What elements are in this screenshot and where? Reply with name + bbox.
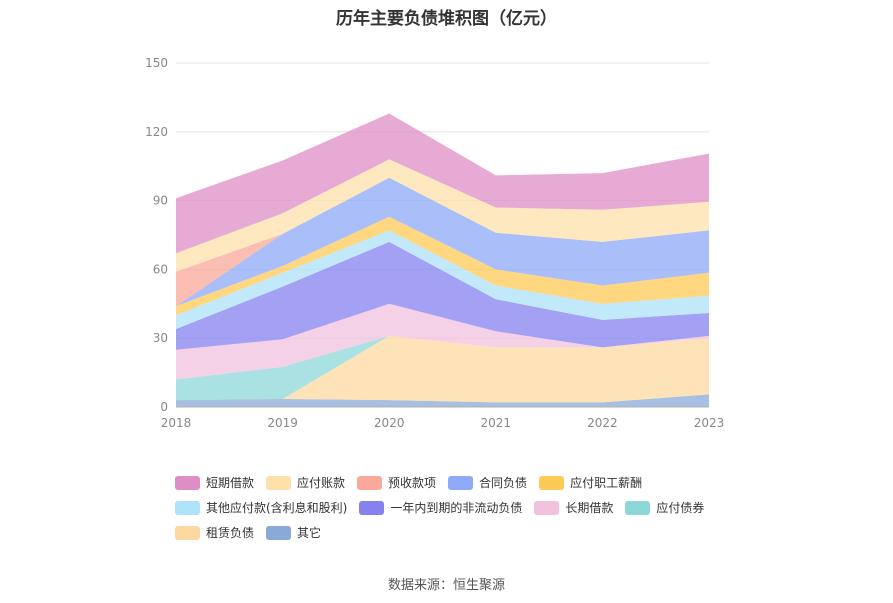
legend-swatch — [448, 475, 474, 490]
legend-item[interactable]: 短期借款 — [175, 474, 254, 491]
area-series[interactable] — [176, 241, 709, 350]
legend-label: 应付债券 — [656, 501, 705, 515]
y-tick-label: 0 — [160, 400, 168, 414]
legend-swatch — [359, 500, 385, 515]
area-series[interactable] — [176, 230, 709, 329]
area-series[interactable] — [176, 159, 709, 272]
stacked-area-chart: 0 30 60 90 120 150 2018 2019 2020 2021 2022 2023 — [145, 56, 724, 430]
legend-row: 其他应付款(含利息和股利) 一年内到期的非流动负债 长期借款 应付债券 — [175, 495, 795, 520]
data-source-note: 数据来源：恒生聚源 — [387, 578, 505, 593]
legend-item[interactable]: 合同负债 — [448, 474, 527, 491]
legend-label: 应付账款 — [297, 476, 346, 490]
legend-swatch — [175, 500, 200, 515]
area-series[interactable] — [176, 177, 709, 307]
x-tick-label: 2022 — [587, 416, 618, 430]
legend-item[interactable]: 应付账款 — [266, 474, 345, 491]
legend-label: 其它 — [297, 526, 322, 540]
legend-swatch — [357, 475, 383, 490]
legend-label: 其他应付款(含利息和股利) — [206, 501, 348, 515]
legend-row: 短期借款 应付账款 预收款项 合同负债 应付职工薪酬 — [175, 470, 795, 495]
x-tick-label: 2018 — [161, 416, 192, 430]
x-tick-label: 2023 — [694, 416, 725, 430]
legend-label: 合同负债 — [479, 476, 528, 490]
x-tick-label: 2019 — [267, 416, 298, 430]
area-series[interactable] — [176, 216, 709, 316]
legend-label: 预收款项 — [388, 476, 437, 490]
legend-label: 应付职工薪酬 — [570, 476, 643, 490]
legend-swatch — [175, 525, 200, 540]
legend-swatch — [266, 525, 292, 540]
chart-title: 历年主要负债堆积图（亿元） — [336, 9, 557, 29]
legend-item[interactable]: 其他应付款(含利息和股利) — [175, 499, 347, 516]
legend-swatch — [266, 475, 292, 490]
legend-label: 长期借款 — [565, 501, 614, 515]
area-series[interactable] — [176, 335, 709, 401]
legend: 短期借款 应付账款 预收款项 合同负债 应付职工薪酬其他应付款(含利息和股利) 一年内到期… — [175, 470, 795, 545]
area-series[interactable] — [176, 113, 709, 254]
legend-swatch — [175, 475, 200, 490]
area-series[interactable] — [176, 335, 709, 403]
y-tick-label: 120 — [145, 125, 168, 139]
legend-item[interactable]: 长期借款 — [534, 499, 613, 516]
x-tick-label: 2020 — [374, 416, 405, 430]
axes: 0 30 60 90 120 150 2018 2019 2020 2021 2022 2023 — [145, 56, 724, 430]
legend-label: 短期借款 — [206, 476, 255, 490]
area-series[interactable] — [176, 303, 709, 380]
legend-item[interactable]: 一年内到期的非流动负债 — [359, 499, 522, 516]
y-tick-label: 90 — [153, 194, 168, 208]
legend-label: 一年内到期的非流动负债 — [390, 501, 523, 515]
legend-label: 租赁负债 — [206, 526, 255, 540]
legend-item[interactable]: 应付债券 — [625, 499, 704, 516]
area-series-group — [176, 113, 709, 407]
x-tick-label: 2021 — [481, 416, 512, 430]
legend-item[interactable]: 预收款项 — [357, 474, 436, 491]
legend-swatch — [534, 500, 560, 515]
y-tick-label: 150 — [145, 56, 168, 70]
area-series[interactable] — [176, 394, 709, 407]
legend-item[interactable]: 租赁负债 — [175, 524, 254, 541]
legend-item[interactable]: 其它 — [266, 524, 321, 541]
y-tick-label: 30 — [153, 331, 168, 345]
legend-swatch — [539, 475, 565, 490]
y-tick-label: 60 — [153, 262, 168, 276]
legend-row: 租赁负债 其它 — [175, 520, 795, 545]
legend-swatch — [625, 500, 651, 515]
legend-item[interactable]: 应付职工薪酬 — [539, 474, 642, 491]
